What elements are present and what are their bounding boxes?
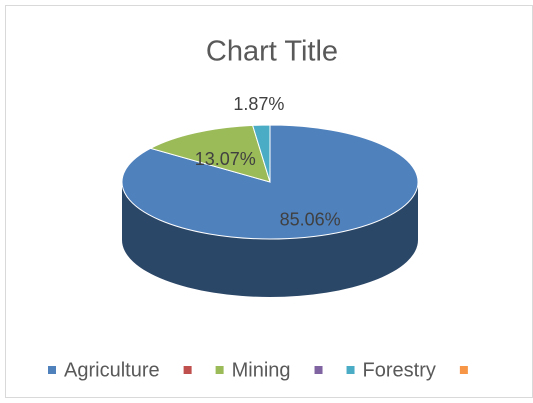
chart-title: Chart Title [206, 36, 338, 68]
data-label: 1.87% [233, 94, 284, 114]
legend-label: Mining [232, 359, 291, 381]
legend-marker [346, 366, 355, 374]
pie-slice [149, 124, 271, 183]
legend-marker [215, 366, 224, 374]
pie-slice [251, 124, 271, 183]
pie [121, 124, 419, 297]
legend-label: Forestry [363, 359, 436, 381]
legend-marker [459, 366, 468, 374]
legend-marker [314, 366, 323, 374]
legend-label: Agriculture [64, 359, 160, 381]
data-label: 85.06% [280, 209, 341, 229]
pie-slice-side [122, 182, 418, 297]
legend-marker [48, 366, 56, 374]
legend-marker [183, 366, 192, 374]
data-label: 13.07% [195, 149, 256, 169]
